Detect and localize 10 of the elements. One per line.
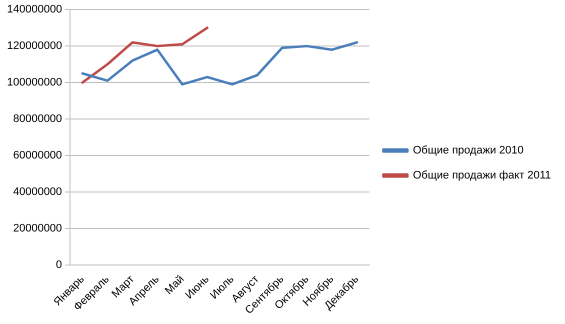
y-tick-label: 40000000 xyxy=(13,186,62,198)
legend-label: Общие продажи факт 2011 xyxy=(412,170,551,182)
y-tick-label: 80000000 xyxy=(13,113,62,126)
y-tick-label: 100000000 xyxy=(6,76,62,89)
y-tick-label: 60000000 xyxy=(13,149,62,162)
y-tick-label: 0 xyxy=(56,258,62,271)
y-tick-label: 120000000 xyxy=(6,40,62,52)
legend-label: Общие продажи 2010 xyxy=(412,144,524,157)
y-tick-label: 20000000 xyxy=(13,222,62,234)
y-tick-label: 140000000 xyxy=(6,4,62,16)
